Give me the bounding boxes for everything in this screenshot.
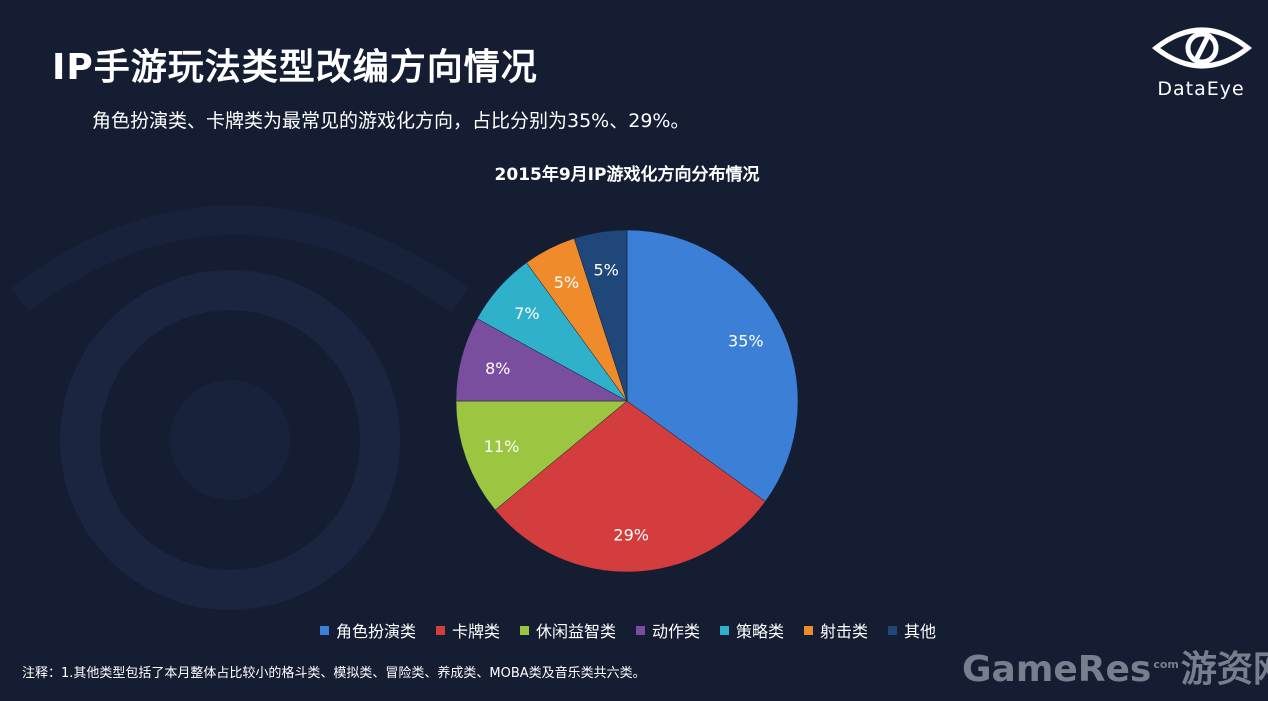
gameres-watermark: GameRescom游资网 [962, 640, 1268, 692]
legend-label: 策略类 [736, 622, 785, 641]
slice-label-0: 35% [728, 331, 764, 350]
legend-item-5: 射击类 [804, 618, 868, 642]
legend-swatch [519, 625, 529, 635]
slice-label-2: 11% [484, 437, 520, 456]
legend-item-4: 策略类 [720, 618, 784, 642]
legend-item-3: 动作类 [635, 618, 700, 642]
watermark-cn: 游资网 [1180, 649, 1268, 690]
legend-swatch [319, 625, 329, 635]
page-subtitle: 角色扮演类、卡牌类为最常见的游戏化方向，占比分别为35%、29%。 [92, 110, 690, 132]
slice-label-3: 8% [485, 359, 510, 378]
pie-slice-1 [494, 400, 766, 573]
legend-label: 动作类 [651, 622, 700, 641]
pie-slice-0 [626, 229, 799, 502]
pie-slice-2 [455, 400, 628, 511]
legend-swatch [635, 625, 645, 635]
legend-item-6: 其他 [888, 618, 936, 642]
pie-slice-6 [573, 229, 628, 402]
slice-label-6: 5% [593, 260, 618, 279]
legend-label: 其他 [904, 622, 937, 641]
legend-swatch [720, 625, 729, 635]
slice-label-4: 7% [514, 304, 539, 323]
legend-swatch [435, 625, 445, 635]
eye-icon [1152, 27, 1252, 69]
legend-swatch [888, 625, 898, 635]
watermark-main: GameRes [962, 649, 1152, 690]
legend-item-1: 卡牌类 [435, 618, 500, 642]
legend-item-2: 休闲益智类 [519, 618, 616, 642]
legend-label: 射击类 [820, 622, 869, 641]
legend-label: 休闲益智类 [535, 622, 616, 641]
slice-label-5: 5% [554, 273, 579, 292]
dataeye-logo: DataEye [1148, 22, 1254, 102]
page-title: IP手游玩法类型改编方向情况 [52, 47, 538, 88]
legend-swatch [804, 625, 814, 635]
watermark-sup: com [1153, 658, 1179, 671]
legend-label: 卡牌类 [451, 622, 500, 641]
legend-item-0: 角色扮演类 [319, 618, 416, 642]
chart-title: 2015年9月IP游戏化方向分布情况 [494, 165, 760, 185]
footnote: 注释：1.其他类型包括了本月整体占比较小的格斗类、模拟类、冒险类、养成类、MOB… [22, 666, 646, 681]
slice-label-1: 29% [613, 525, 649, 544]
legend-label: 角色扮演类 [335, 622, 416, 641]
chart-legend: 角色扮演类 卡牌类 休闲益智类 动作类 策略类 射击类 其他 [0, 618, 1256, 642]
logo-text: DataEye [1157, 78, 1245, 100]
